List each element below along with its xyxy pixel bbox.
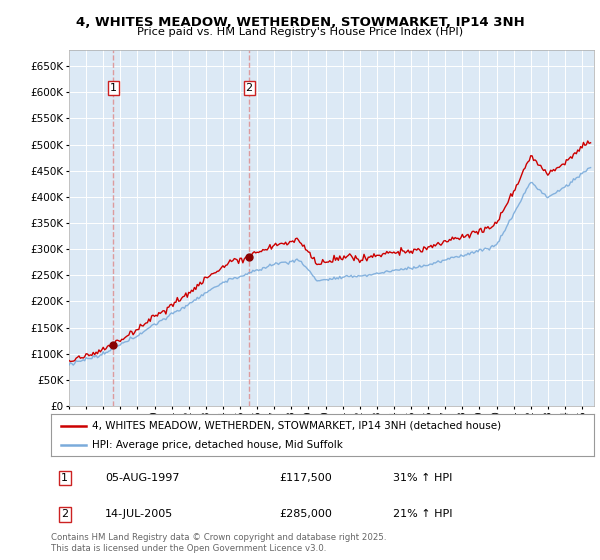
Text: 1: 1 <box>110 83 116 93</box>
Text: 05-AUG-1997: 05-AUG-1997 <box>106 473 180 483</box>
Text: Price paid vs. HM Land Registry's House Price Index (HPI): Price paid vs. HM Land Registry's House … <box>137 27 463 37</box>
Text: 2: 2 <box>61 509 68 519</box>
Text: 1: 1 <box>61 473 68 483</box>
Text: £117,500: £117,500 <box>279 473 332 483</box>
Text: 4, WHITES MEADOW, WETHERDEN, STOWMARKET, IP14 3NH: 4, WHITES MEADOW, WETHERDEN, STOWMARKET,… <box>76 16 524 29</box>
Text: Contains HM Land Registry data © Crown copyright and database right 2025.
This d: Contains HM Land Registry data © Crown c… <box>51 533 386 553</box>
Text: 2: 2 <box>245 83 253 93</box>
Text: 21% ↑ HPI: 21% ↑ HPI <box>393 509 452 519</box>
Text: HPI: Average price, detached house, Mid Suffolk: HPI: Average price, detached house, Mid … <box>92 440 343 450</box>
Text: £285,000: £285,000 <box>279 509 332 519</box>
Text: 31% ↑ HPI: 31% ↑ HPI <box>393 473 452 483</box>
Text: 4, WHITES MEADOW, WETHERDEN, STOWMARKET, IP14 3NH (detached house): 4, WHITES MEADOW, WETHERDEN, STOWMARKET,… <box>92 421 501 431</box>
Text: 14-JUL-2005: 14-JUL-2005 <box>106 509 173 519</box>
